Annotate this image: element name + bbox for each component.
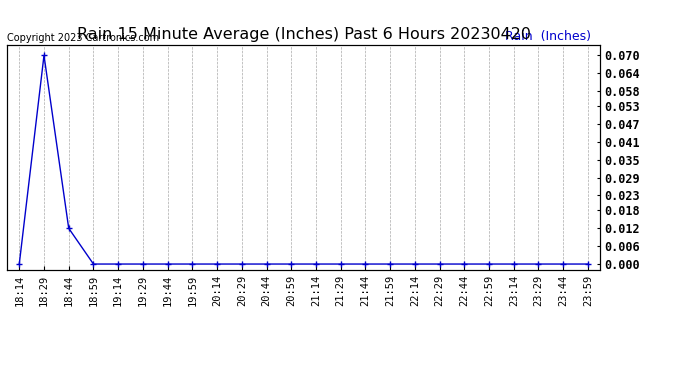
Text: Rain  (Inches): Rain (Inches): [505, 30, 591, 43]
Text: Copyright 2023 Cartronics.com: Copyright 2023 Cartronics.com: [7, 33, 159, 43]
Title: Rain 15 Minute Average (Inches) Past 6 Hours 20230420: Rain 15 Minute Average (Inches) Past 6 H…: [77, 27, 531, 42]
